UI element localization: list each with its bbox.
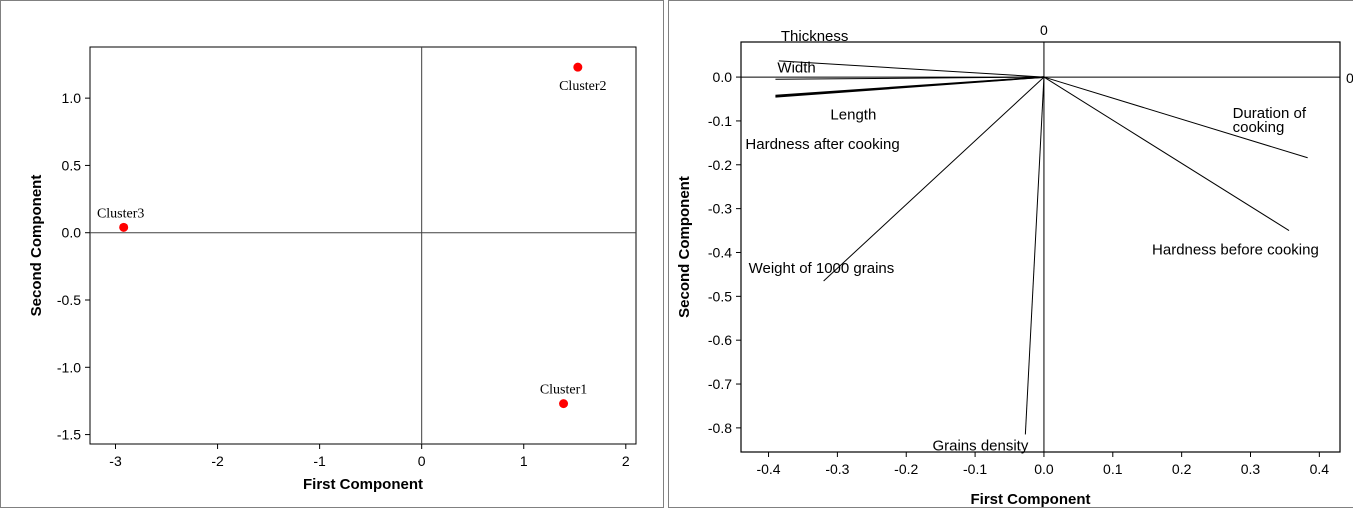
y-tick-label: -0.3 bbox=[708, 201, 732, 217]
y-tick-label: -0.1 bbox=[708, 113, 732, 129]
right-reference-label: 0 bbox=[1346, 70, 1353, 86]
vector-label-grains-density: Grains density bbox=[932, 437, 1028, 454]
y-tick-label: -0.4 bbox=[708, 244, 732, 260]
x-tick-label: 0.2 bbox=[1172, 461, 1192, 477]
plot-frame bbox=[89, 46, 637, 445]
point-cluster2 bbox=[573, 62, 583, 72]
vector-weight-of-1000-grains bbox=[823, 76, 1045, 282]
y-tick-label: 0.0 bbox=[713, 69, 733, 85]
x-tick-label: -0.1 bbox=[963, 461, 987, 477]
x-tick-label: 2 bbox=[622, 453, 630, 469]
x-tick-label: 0 bbox=[418, 453, 426, 469]
point-cluster1 bbox=[559, 399, 569, 409]
y-tick-label: -0.6 bbox=[708, 332, 732, 348]
y-tick-label: 0.5 bbox=[62, 157, 82, 173]
vector-hardness-before-cooking bbox=[1043, 76, 1290, 231]
x-tick-label: -0.3 bbox=[825, 461, 849, 477]
x-tick-label: 0.3 bbox=[1241, 461, 1261, 477]
top-reference-label: 0 bbox=[1040, 22, 1048, 38]
y-tick-label: -0.5 bbox=[708, 288, 732, 304]
vector-label-width: Width bbox=[777, 59, 815, 76]
y-tick-label: -0.7 bbox=[708, 376, 732, 392]
point-label-cluster3: Cluster3 bbox=[97, 206, 144, 221]
vector-label-hardness-before-cooking: Hardness before cooking bbox=[1152, 242, 1319, 259]
vector-label-line: cooking bbox=[1233, 119, 1285, 136]
y-tick-label: -0.2 bbox=[708, 157, 732, 173]
y-axis-title: Second Component bbox=[28, 175, 45, 317]
x-axis-title: First Component bbox=[971, 491, 1091, 508]
vector-label-line: Duration of bbox=[1233, 105, 1307, 122]
cluster-score-plot: -3 -2 -1 0 1 2 -1.5 -1.0 -0.5 0.0 0.5 1.0 First Comp… bbox=[28, 46, 637, 493]
point-label-cluster1: Cluster1 bbox=[540, 383, 587, 398]
vector-grains-density bbox=[1024, 77, 1045, 435]
point-cluster3 bbox=[119, 222, 129, 232]
vector-hardness-after-cooking bbox=[775, 76, 1045, 98]
y-tick-label: 0.0 bbox=[62, 225, 82, 241]
x-tick-label: 1 bbox=[520, 453, 528, 469]
y-tick-label: -1.5 bbox=[57, 427, 81, 443]
y-tick-label: -1.0 bbox=[57, 359, 81, 375]
x-tick-label: -0.2 bbox=[894, 461, 918, 477]
vector-thickness bbox=[778, 60, 1044, 78]
variable-loading-plot: 0 0 -0.4 -0.3 -0.2 -0.1 0.0 0.1 0.2 0.3 0.4 0.0 -0.1… bbox=[676, 22, 1353, 508]
vector-label-thickness: Thickness bbox=[781, 28, 849, 45]
vector-label-weight-of-1000-grains: Weight of 1000 grains bbox=[749, 260, 895, 277]
vector-label-duration-of-cooking: Duration of cooking bbox=[1233, 105, 1307, 136]
y-tick-label: -0.8 bbox=[708, 420, 732, 436]
x-tick-label: -0.4 bbox=[756, 461, 780, 477]
vector-duration-of-cooking bbox=[1043, 76, 1308, 159]
point-label-cluster2: Cluster2 bbox=[559, 79, 606, 94]
y-tick-label: 1.0 bbox=[62, 90, 82, 106]
x-tick-label: 0.1 bbox=[1103, 461, 1123, 477]
y-axis-title: Second Component bbox=[676, 176, 693, 318]
x-tick-label: -2 bbox=[211, 453, 224, 469]
x-axis-title: First Component bbox=[303, 476, 423, 493]
x-tick-label: -1 bbox=[313, 453, 326, 469]
x-tick-label: 0.0 bbox=[1034, 461, 1054, 477]
vector-width bbox=[775, 76, 1044, 80]
vector-label-length: Length bbox=[830, 106, 876, 123]
plot-frame bbox=[740, 41, 1341, 453]
x-tick-label: -3 bbox=[109, 453, 122, 469]
variable-loading-plot-panel: 0 0 -0.4 -0.3 -0.2 -0.1 0.0 0.1 0.2 0.3 0.4 0.0 -0.1… bbox=[668, 0, 1353, 508]
cluster-score-plot-panel: -3 -2 -1 0 1 2 -1.5 -1.0 -0.5 0.0 0.5 1.0 First Comp… bbox=[0, 0, 664, 508]
x-tick-label: 0.4 bbox=[1310, 461, 1330, 477]
vector-label-hardness-after-cooking: Hardness after cooking bbox=[745, 136, 899, 153]
y-tick-label: -0.5 bbox=[57, 292, 81, 308]
